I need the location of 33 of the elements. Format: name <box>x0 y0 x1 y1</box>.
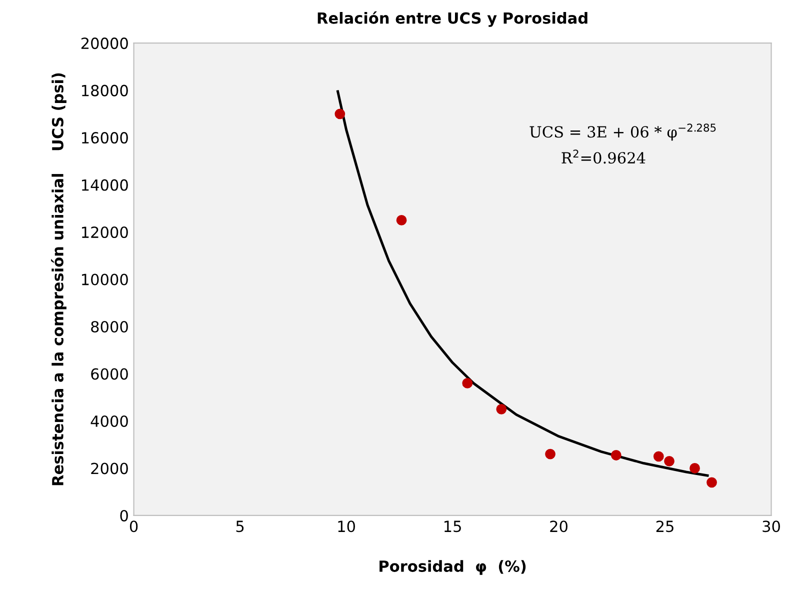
point <box>653 451 664 462</box>
point <box>496 404 507 414</box>
annotation: UCS = 3E + 06 * φ$^{−2.285}$ <box>530 124 716 141</box>
x-tick-label: 25 <box>656 520 674 532</box>
y-tick-label: 14000 <box>82 179 128 191</box>
x-tick-label: 20 <box>550 520 568 532</box>
y-tick-label: 12000 <box>82 226 128 238</box>
y-tick-label: 16000 <box>82 132 128 144</box>
x-axis-title: Porosidad φ (%) <box>380 560 526 575</box>
x-tick-label: 10 <box>338 520 355 532</box>
x-tick-label: 0 <box>130 520 138 532</box>
y-tick-label: 6000 <box>91 368 128 380</box>
point <box>690 463 700 474</box>
point <box>545 448 556 460</box>
chart-title: Relación entre UCS y Porosidad <box>318 11 588 27</box>
point <box>334 108 346 120</box>
y-tick-label: 8000 <box>91 320 128 333</box>
x-tick-label: 30 <box>762 520 780 532</box>
point <box>396 215 407 226</box>
y-tick-label: 18000 <box>82 84 128 96</box>
annotation: R$^{2}$=0.9624 <box>562 150 646 164</box>
y-tick-label: 10000 <box>82 274 128 286</box>
x-tick-label: 5 <box>236 520 244 532</box>
y-tick-label: 20000 <box>81 38 128 50</box>
y-tick-label: 0 <box>120 510 128 522</box>
y-axis-title: Resistencia a la compresión uniaxial UCS (psi) <box>51 73 66 486</box>
point <box>664 456 674 466</box>
point <box>462 378 473 388</box>
x-tick-label: 15 <box>444 520 461 532</box>
y-tick-label: 4000 <box>90 415 128 428</box>
y-tick-label: 2000 <box>91 462 128 474</box>
point <box>610 450 622 460</box>
point <box>706 477 717 488</box>
